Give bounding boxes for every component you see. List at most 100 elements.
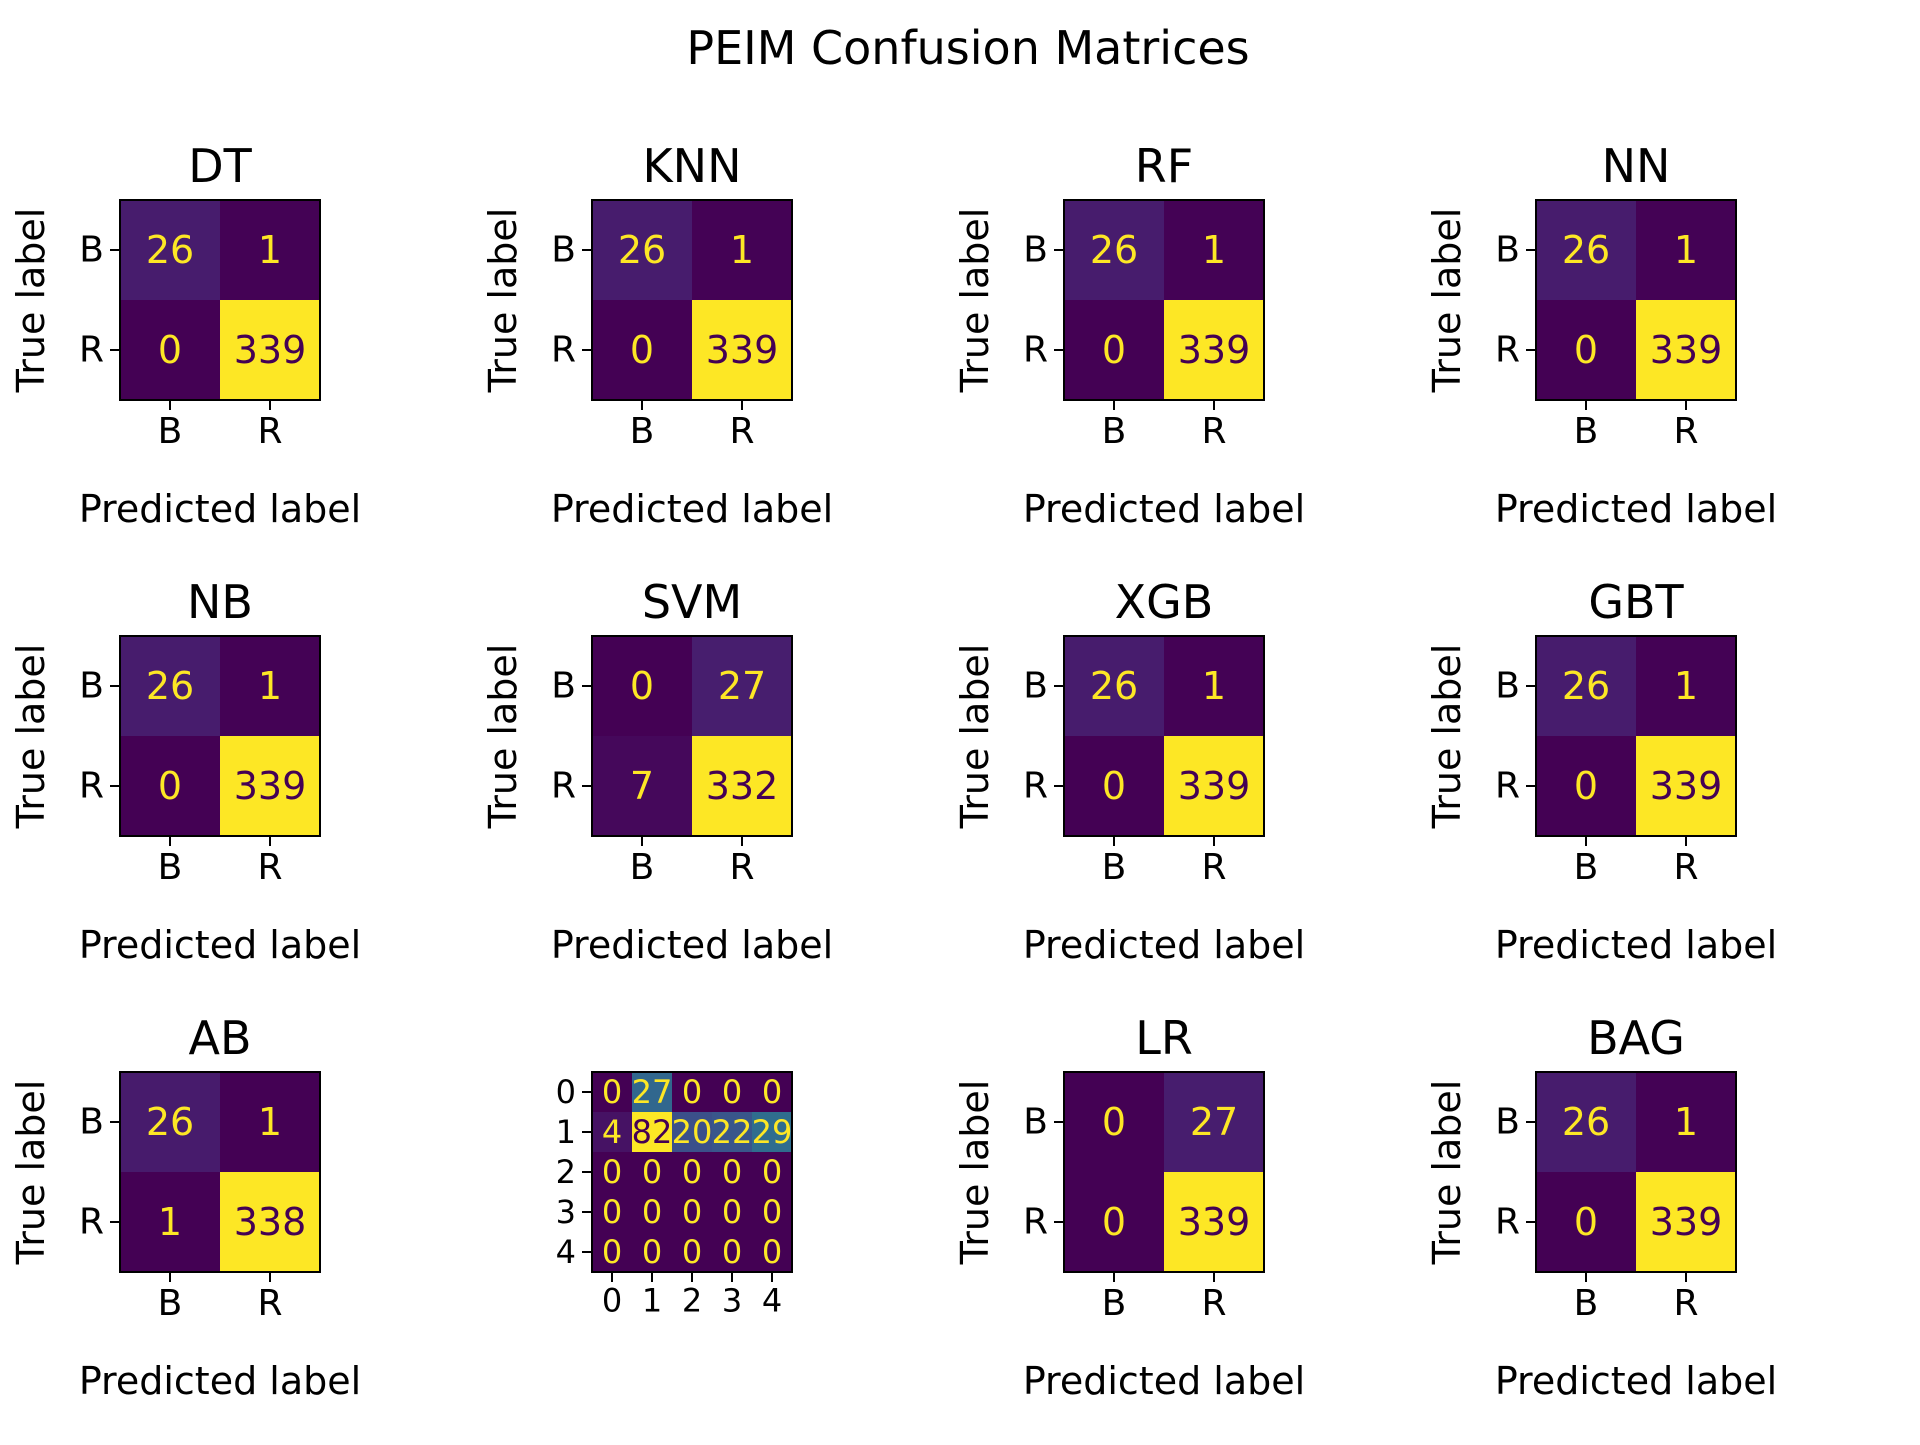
- cell-value-label: 332: [706, 764, 779, 808]
- matrix-cell: [1636, 736, 1737, 837]
- matrix-cell: [712, 1232, 753, 1273]
- x-tick-label: 0: [602, 1282, 622, 1320]
- cell-value-label: 0: [722, 1153, 742, 1191]
- cell-value-label: 26: [1562, 228, 1610, 272]
- y-tick-label: B: [79, 1102, 104, 1143]
- panel-title: KNN: [643, 139, 742, 193]
- cell-value-label: 27: [1190, 1100, 1238, 1144]
- y-axis-label: True label: [481, 644, 525, 830]
- matrix-panel-8: 26 1 0 339 B R B R GBT Predicted label True label: [1425, 575, 1777, 967]
- matrix-cell: [592, 200, 693, 301]
- matrix-cell: [712, 1152, 753, 1193]
- x-tick-label: R: [1201, 1283, 1226, 1324]
- matrix-cell: [120, 300, 221, 401]
- cell-value-label: 0: [1102, 764, 1126, 808]
- y-axis-label: True label: [953, 1080, 997, 1266]
- cell-value-label: 0: [630, 328, 654, 372]
- cell-value-label: 0: [1102, 1200, 1126, 1244]
- matrix-cell: [1636, 300, 1737, 401]
- matrix-cell: [220, 200, 321, 301]
- x-axis-label: Predicted label: [551, 923, 833, 967]
- matrix-panel-9: 26 1 1 338 B R B R AB Predicted label True label: [9, 1011, 361, 1403]
- y-tick-label: B: [1023, 666, 1048, 707]
- cell-value-label: 0: [1574, 1200, 1598, 1244]
- cell-value-label: 0: [762, 1073, 782, 1111]
- cell-value-label: 27: [632, 1073, 673, 1111]
- matrix-cell: [672, 1232, 713, 1273]
- cell-value-label: 0: [602, 1193, 622, 1231]
- cell-value-label: 26: [1090, 664, 1138, 708]
- matrix-cell: [220, 1172, 321, 1273]
- cell-value-label: 1: [730, 228, 754, 272]
- cell-value-label: 0: [682, 1153, 702, 1191]
- cell-value-label: 26: [1562, 664, 1610, 708]
- matrix-cell: [712, 1072, 753, 1113]
- y-axis-label: True label: [9, 1080, 53, 1266]
- matrix-frame: [119, 635, 321, 837]
- cell-value-label: 82: [632, 1113, 673, 1151]
- x-tick-label: R: [257, 411, 282, 452]
- matrix-cell: [1164, 200, 1265, 301]
- matrix-cell: [1536, 200, 1637, 301]
- matrix-cell: [220, 736, 321, 837]
- x-tick-label: R: [729, 847, 754, 888]
- cell-value-label: 0: [762, 1233, 782, 1271]
- matrix-panel-1: 26 1 0 339 B R B R DT Predicted label True label: [9, 139, 361, 531]
- y-tick-label: R: [1495, 1202, 1520, 1243]
- x-tick-label: B: [1574, 411, 1599, 452]
- cell-value-label: 339: [234, 764, 307, 808]
- cell-value-label: 1: [1674, 1100, 1698, 1144]
- x-tick-label: B: [158, 1283, 183, 1324]
- matrix-cell: [1536, 736, 1637, 837]
- x-axis-label: Predicted label: [1495, 923, 1777, 967]
- cell-value-label: 4: [602, 1113, 622, 1151]
- cell-value-label: 0: [158, 764, 182, 808]
- x-tick-label: R: [1673, 1283, 1698, 1324]
- x-tick-label: B: [1102, 411, 1127, 452]
- matrix-cell: [120, 1072, 221, 1173]
- cell-value-label: 0: [722, 1073, 742, 1111]
- cell-value-label: 339: [1178, 1200, 1251, 1244]
- matrix-cell: [1064, 636, 1165, 737]
- x-axis-label: Predicted label: [1023, 1359, 1305, 1403]
- panel-title: XGB: [1115, 575, 1214, 629]
- cell-value-label: 1: [1202, 664, 1226, 708]
- cell-value-label: 29: [752, 1113, 793, 1151]
- cell-value-label: 339: [1178, 764, 1251, 808]
- matrix-panel-2: 26 1 0 339 B R B R KNN Predicted label True label: [481, 139, 833, 531]
- y-tick-label: R: [551, 766, 576, 807]
- y-axis-label: True label: [953, 208, 997, 394]
- panel-title: DT: [188, 139, 252, 193]
- matrix-cell: [752, 1232, 793, 1273]
- matrix-frame: [1063, 635, 1265, 837]
- matrix-cell: [120, 636, 221, 737]
- matrix-panel-12: 26 1 0 339 B R B R BAG Predicted label True label: [1425, 1011, 1777, 1403]
- matrix-cell: [692, 300, 793, 401]
- matrix-cell: [692, 736, 793, 837]
- x-tick-label: B: [1102, 1283, 1127, 1324]
- matrix-panel-3: 26 1 0 339 B R B R RF Predicted label True label: [953, 139, 1305, 531]
- matrix-panel-7: 26 1 0 339 B R B R XGB Predicted label True label: [953, 575, 1305, 967]
- matrix-cell: [592, 1152, 633, 1193]
- cell-value-label: 0: [1574, 764, 1598, 808]
- panel-title: NB: [187, 575, 253, 629]
- x-tick-label: B: [158, 411, 183, 452]
- matrix-frame: [1535, 635, 1737, 837]
- cell-value-label: 27: [718, 664, 766, 708]
- matrix-cell: [1636, 1072, 1737, 1173]
- cell-value-label: 1: [1202, 228, 1226, 272]
- y-tick-label: B: [1495, 230, 1520, 271]
- matrix-cell: [1536, 636, 1637, 737]
- cell-value-label: 338: [234, 1200, 307, 1244]
- y-axis-label: True label: [1425, 208, 1469, 394]
- matrix-cell: [1164, 1072, 1265, 1173]
- matrix-cell: [632, 1192, 673, 1233]
- matrix-frame: [1063, 199, 1265, 401]
- cell-value-label: 0: [602, 1153, 622, 1191]
- matrix-cell: [632, 1232, 673, 1273]
- cell-value-label: 0: [630, 664, 654, 708]
- x-tick-label: R: [1673, 411, 1698, 452]
- cell-value-label: 0: [682, 1233, 702, 1271]
- y-axis-label: True label: [481, 208, 525, 394]
